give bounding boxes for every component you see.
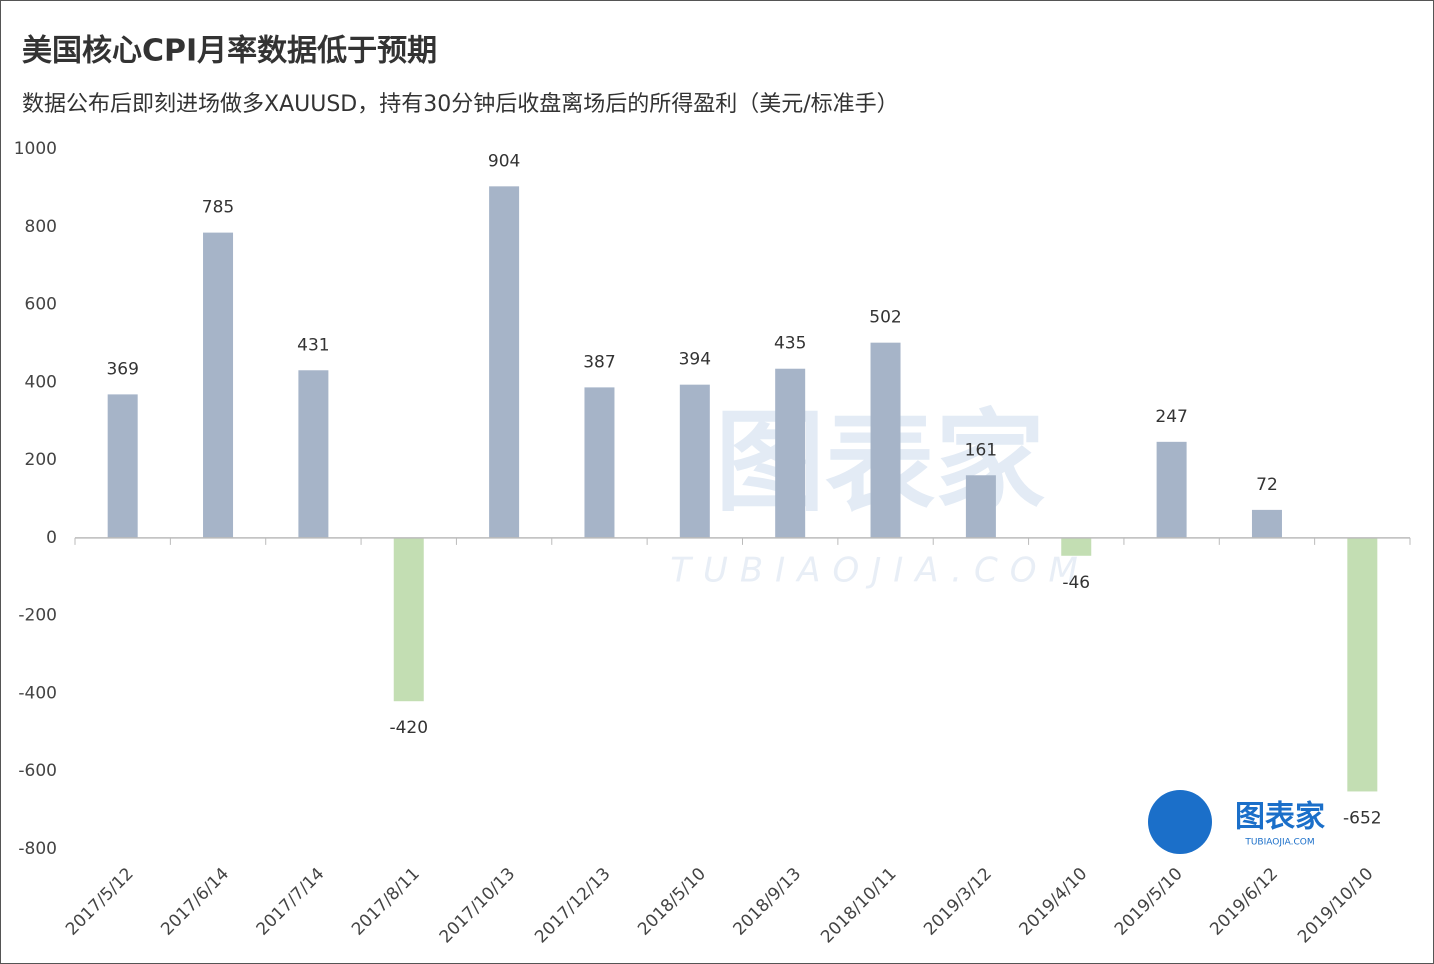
y-tick-label: 200 [25,450,57,470]
data-label: 72 [1256,475,1278,495]
bar [393,537,424,702]
y-tick-label: -800 [18,839,57,859]
bar [775,368,806,538]
watermark-site: TUBIAOJIA.COM [670,551,1090,591]
y-tick-label: 600 [25,295,57,315]
bar [1251,509,1282,538]
y-tick-label: -400 [18,683,57,703]
data-label: 247 [1155,407,1187,427]
data-label: 785 [202,198,234,218]
data-label: 394 [679,350,711,370]
bar [965,475,996,538]
logo-icon [1148,790,1212,854]
bar [584,387,615,538]
y-tick-label: 0 [46,528,57,548]
chart-title: 美国核心CPI月率数据低于预期 [22,34,437,69]
data-label: 387 [583,352,615,372]
bar [1156,441,1187,538]
y-tick-label: -200 [18,606,57,626]
bar [298,370,329,538]
data-label: 435 [774,334,806,354]
logo-text: 图表家 [1235,800,1325,835]
logo-site: TUBIAOJIA.COM [1244,838,1314,848]
bar [1347,537,1378,792]
data-label: 502 [869,308,901,328]
y-tick-label: 400 [25,372,57,392]
data-label: 904 [488,151,520,171]
y-tick-label: -600 [18,761,57,781]
y-tick-label: 1000 [14,139,57,159]
bar [679,384,710,538]
data-label: 431 [297,335,329,355]
data-label: -46 [1062,573,1090,593]
data-label: -420 [389,718,428,738]
y-tick-label: 800 [25,217,57,237]
bar [203,232,234,538]
bar [870,342,901,538]
data-label: 161 [965,440,997,460]
chart-subtitle: 数据公布后即刻进场做多XAUUSD，持有30分钟后收盘离场后的所得盈利（美元/标… [22,92,899,117]
data-label: -652 [1343,808,1382,828]
bar [489,186,520,538]
bar [1061,537,1092,556]
bar [107,394,138,538]
data-label: 369 [106,359,138,379]
